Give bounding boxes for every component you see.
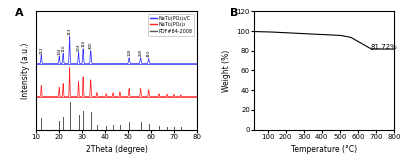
Legend: NaTi₂(PO₄)₃/C, NaTi₂(PO₄)₃, PDF#84-2008: NaTi₂(PO₄)₃/C, NaTi₂(PO₄)₃, PDF#84-2008 — [148, 14, 194, 36]
Text: 300: 300 — [89, 42, 93, 49]
Text: 012: 012 — [39, 46, 43, 54]
Text: 024: 024 — [76, 43, 80, 51]
Text: 110: 110 — [61, 44, 65, 52]
Text: 226: 226 — [138, 49, 142, 56]
X-axis label: Temperature (°C): Temperature (°C) — [291, 145, 357, 154]
Text: 81.72%: 81.72% — [370, 44, 397, 50]
Text: 104: 104 — [57, 47, 61, 55]
Y-axis label: Weight (%): Weight (%) — [222, 49, 231, 92]
Text: A: A — [15, 8, 24, 18]
Text: 116: 116 — [81, 40, 85, 47]
Text: 113: 113 — [68, 28, 72, 35]
Y-axis label: Intensity (a.u.): Intensity (a.u.) — [22, 42, 30, 99]
Text: 128: 128 — [127, 49, 131, 56]
X-axis label: 2Theta (degree): 2Theta (degree) — [86, 145, 147, 154]
Text: B: B — [230, 8, 239, 18]
Text: 410: 410 — [147, 50, 151, 57]
